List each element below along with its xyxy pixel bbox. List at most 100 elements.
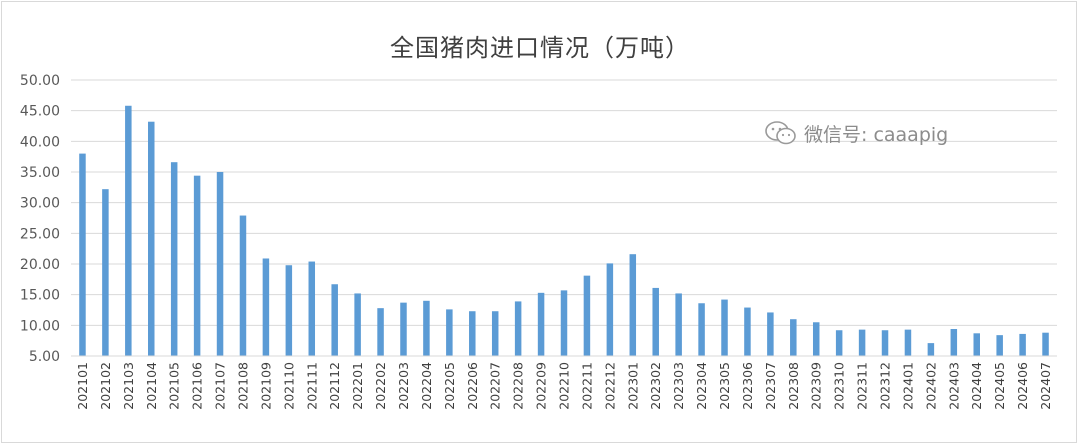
bar xyxy=(858,329,866,356)
y-tick-label: 45.00 xyxy=(20,104,60,120)
x-tick-label: 202304 xyxy=(694,362,709,410)
x-tick-label: 202205 xyxy=(442,362,457,410)
y-tick-label: 10.00 xyxy=(20,318,60,334)
y-tick-label: 5.00 xyxy=(29,349,60,365)
bar xyxy=(973,333,980,356)
bar xyxy=(537,292,545,356)
x-tick-label: 202401 xyxy=(900,362,915,410)
bar xyxy=(400,302,407,356)
x-tick-label: 202402 xyxy=(923,362,938,410)
x-tick-label: 202101 xyxy=(75,362,90,410)
y-axis: 5.00 10.00 15.00 20.00 25.00 30.00 35.00 40.00 4… xyxy=(20,73,60,365)
x-tick-label: 202404 xyxy=(969,362,984,410)
bar xyxy=(950,329,958,356)
bar xyxy=(1042,332,1049,356)
bar xyxy=(148,121,155,356)
y-tick-label: 50.00 xyxy=(20,73,60,89)
bar xyxy=(881,330,889,356)
x-tick-label: 202407 xyxy=(1038,362,1053,410)
x-tick-label: 202209 xyxy=(534,362,549,410)
watermark-text: 微信号: caaapig xyxy=(804,123,949,146)
x-tick-label: 202108 xyxy=(235,362,250,410)
bar xyxy=(216,172,224,356)
bar xyxy=(423,300,430,356)
bar xyxy=(1019,333,1026,356)
x-tick-label: 202111 xyxy=(304,362,319,410)
x-tick-label: 202104 xyxy=(144,362,159,410)
x-tick-label: 202207 xyxy=(488,362,503,410)
y-tick-label: 15.00 xyxy=(20,288,60,304)
bar xyxy=(239,215,247,356)
bar xyxy=(652,287,659,356)
x-tick-label: 202103 xyxy=(121,362,136,410)
bar xyxy=(193,175,201,356)
x-tick-label: 202306 xyxy=(740,362,755,410)
y-tick-label: 40.00 xyxy=(20,134,60,150)
bar xyxy=(125,105,132,356)
x-tick-label: 202212 xyxy=(602,362,617,410)
bar xyxy=(469,311,476,356)
bar xyxy=(904,329,912,356)
x-tick-label: 202106 xyxy=(190,362,205,410)
y-tick-label: 20.00 xyxy=(20,257,60,273)
y-tick-label: 35.00 xyxy=(20,165,60,181)
x-tick-label: 202105 xyxy=(167,362,182,410)
x-tick-label: 202107 xyxy=(213,362,228,410)
bar xyxy=(514,301,522,356)
bar xyxy=(170,162,178,356)
x-tick-label: 202109 xyxy=(258,362,273,410)
bar xyxy=(331,284,338,356)
x-tick-label: 202302 xyxy=(648,362,663,410)
bar xyxy=(262,258,270,356)
x-tick-label: 202308 xyxy=(786,362,801,410)
bar xyxy=(767,312,774,356)
x-tick-label: 202301 xyxy=(625,362,640,410)
bar xyxy=(560,290,568,356)
x-tick-label: 202102 xyxy=(98,362,113,410)
x-tick-label: 202208 xyxy=(511,362,526,410)
x-tick-label: 202405 xyxy=(992,362,1007,410)
y-tick-label: 30.00 xyxy=(20,196,60,212)
bar xyxy=(79,153,86,356)
bar xyxy=(698,303,705,356)
x-tick-label: 202112 xyxy=(327,362,342,410)
chart-title: 全国猪肉进口情况（万吨） xyxy=(390,34,690,62)
x-tick-label: 202201 xyxy=(350,362,365,410)
bar xyxy=(377,308,384,356)
x-tick-label: 202312 xyxy=(878,362,893,410)
x-tick-label: 202406 xyxy=(1015,362,1030,410)
x-tick-label: 202110 xyxy=(281,362,296,410)
bar xyxy=(308,261,316,356)
bar xyxy=(835,330,843,356)
x-tick-label: 202203 xyxy=(396,362,411,410)
bar xyxy=(102,189,109,356)
bar xyxy=(744,307,751,356)
x-tick-label: 202211 xyxy=(579,362,594,410)
bar xyxy=(790,319,797,356)
bar xyxy=(629,254,637,356)
x-tick-label: 202202 xyxy=(373,362,388,410)
watermark: 微信号: caaapig xyxy=(764,119,948,147)
bar xyxy=(812,322,820,356)
bar xyxy=(675,293,682,356)
bar xyxy=(583,275,591,356)
bars xyxy=(79,105,1049,356)
bar xyxy=(446,309,453,356)
x-tick-label: 202403 xyxy=(946,362,961,410)
wechat-icon xyxy=(765,121,796,145)
bar xyxy=(996,335,1003,356)
x-tick-label: 202204 xyxy=(419,362,434,410)
gridlines xyxy=(71,79,1057,326)
bar xyxy=(927,343,935,356)
x-tick-label: 202310 xyxy=(832,362,847,410)
y-tick-label: 25.00 xyxy=(20,226,60,242)
x-tick-label: 202305 xyxy=(717,362,732,410)
x-tick-label: 202307 xyxy=(763,362,778,410)
bar xyxy=(491,311,499,356)
x-tick-label: 202309 xyxy=(809,362,824,410)
x-axis: 202101 202102 202103 202104 202105 202106 2021… xyxy=(75,362,1053,410)
bar xyxy=(354,293,361,356)
x-tick-label: 202311 xyxy=(855,362,870,410)
